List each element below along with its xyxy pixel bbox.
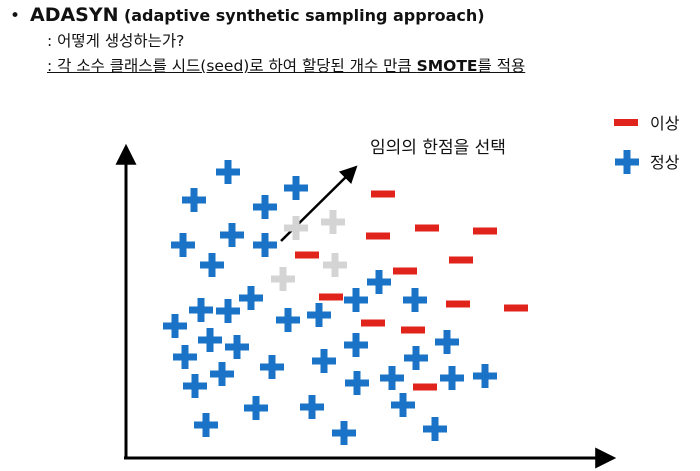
minority-point <box>449 256 473 264</box>
question-line: : 어떻게 생성하는가? <box>47 32 185 50</box>
majority-point <box>312 349 336 373</box>
majority-point <box>423 417 447 441</box>
majority-point <box>183 374 207 398</box>
synthetic-point <box>321 210 345 234</box>
minority-point <box>504 304 528 312</box>
title-line: • ADASYN (adaptive synthetic sampling app… <box>10 4 525 26</box>
majority-point <box>198 328 222 352</box>
majority-point <box>260 355 284 379</box>
majority-point <box>189 298 213 322</box>
majority-point <box>220 223 244 247</box>
majority-point <box>163 314 187 338</box>
majority-point <box>284 176 308 200</box>
majority-point <box>473 364 497 388</box>
minority-point <box>393 267 417 275</box>
legend-minority-label: 이상 <box>650 114 680 133</box>
majority-point <box>182 188 206 212</box>
majority-point <box>216 299 240 323</box>
majority-point <box>344 288 368 312</box>
description-line: : 각 소수 클래스를 시드(seed)로 하여 할당된 개수 만큼 SMOTE… <box>47 54 525 76</box>
majority-point <box>276 308 300 332</box>
legend-minority-marker <box>614 119 638 126</box>
synthetic-point <box>271 267 295 291</box>
selection-annotation: 임의의 한점을 선택 <box>370 138 506 158</box>
majority-point <box>345 371 369 395</box>
title-acronym: ADASYN <box>30 4 119 26</box>
majority-point <box>194 413 218 437</box>
majority-point <box>367 270 391 294</box>
minority-point <box>366 232 390 240</box>
majority-point <box>332 421 356 445</box>
majority-point <box>216 160 240 184</box>
minority-point <box>319 293 343 301</box>
majority-point <box>200 253 224 277</box>
majority-point <box>171 233 195 257</box>
bullet: • <box>10 6 21 26</box>
synthetic-point <box>284 216 308 240</box>
majority-point <box>210 362 234 386</box>
majority-point <box>173 345 197 369</box>
description-prefix: : 각 소수 클래스를 시드(seed)로 하여 할당된 개수 만큼 <box>47 57 417 75</box>
minority-point <box>473 227 497 235</box>
majority-point <box>403 288 427 312</box>
majority-point <box>253 233 277 257</box>
points-layer <box>163 160 528 445</box>
legend: 이상 정상 <box>614 114 680 174</box>
majority-point <box>344 333 368 357</box>
minority-point <box>361 319 385 327</box>
minority-point <box>413 383 437 391</box>
description-bold: SMOTE <box>416 57 478 75</box>
minority-point <box>446 300 470 308</box>
majority-point <box>244 396 268 420</box>
majority-point <box>225 335 249 359</box>
majority-point <box>404 346 428 370</box>
majority-point <box>253 195 277 219</box>
minority-point <box>295 251 319 259</box>
minority-point <box>401 326 425 334</box>
majority-point <box>300 395 324 419</box>
minority-point <box>415 224 439 232</box>
title-expansion: (adaptive synthetic sampling approach) <box>123 6 485 25</box>
majority-point <box>440 366 464 390</box>
header: • ADASYN (adaptive synthetic sampling app… <box>10 4 525 76</box>
legend-majority-marker <box>615 150 639 174</box>
minority-point <box>371 190 395 198</box>
majority-point <box>380 366 404 390</box>
majority-point <box>239 286 263 310</box>
majority-point <box>391 393 415 417</box>
majority-point <box>435 330 459 354</box>
majority-point <box>307 303 331 327</box>
synthetic-point <box>323 253 347 277</box>
legend-majority-label: 정상 <box>650 153 680 172</box>
description-suffix: 를 적용 <box>477 57 526 75</box>
